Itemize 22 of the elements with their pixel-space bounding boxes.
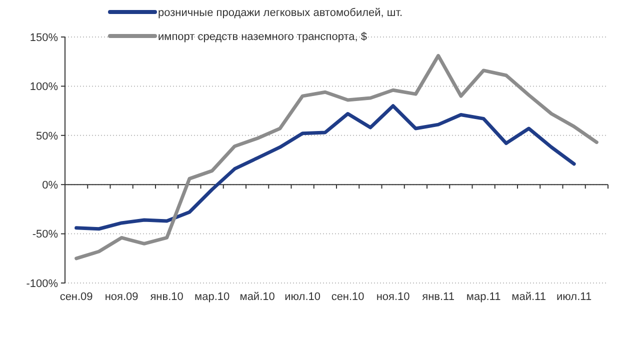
x-tick-label: сен.10 [331, 291, 364, 303]
y-tick-label: 0% [42, 179, 58, 192]
x-tick-label: ноя.10 [376, 291, 410, 303]
y-tick-label: 50% [36, 130, 58, 142]
x-tick-label: янв.10 [150, 291, 184, 303]
y-tick-label: -50% [32, 228, 58, 241]
x-tick-label: июл.11 [556, 291, 592, 303]
line-series [74, 54, 598, 260]
line-series [74, 104, 576, 231]
legend-label: розничные продажи легковых автомобилей, шт. [158, 6, 403, 19]
x-tick-label: май.11 [512, 291, 546, 303]
x-tick-label: янв.11 [422, 291, 454, 303]
x-tick-label: сен.09 [60, 291, 93, 303]
legend-label: импорт средств наземного транспорта, $ [158, 30, 367, 43]
x-tick-label: ноя.09 [104, 291, 138, 303]
x-tick-label: мар.11 [466, 291, 501, 303]
y-tick-label: 100% [30, 81, 58, 94]
y-tick-label: 150% [30, 32, 58, 44]
x-tick-label: мар.10 [194, 291, 230, 303]
x-tick-label: май.10 [240, 291, 275, 303]
x-tick-label: июл.10 [284, 291, 320, 303]
y-tick-label: -100% [26, 278, 58, 290]
